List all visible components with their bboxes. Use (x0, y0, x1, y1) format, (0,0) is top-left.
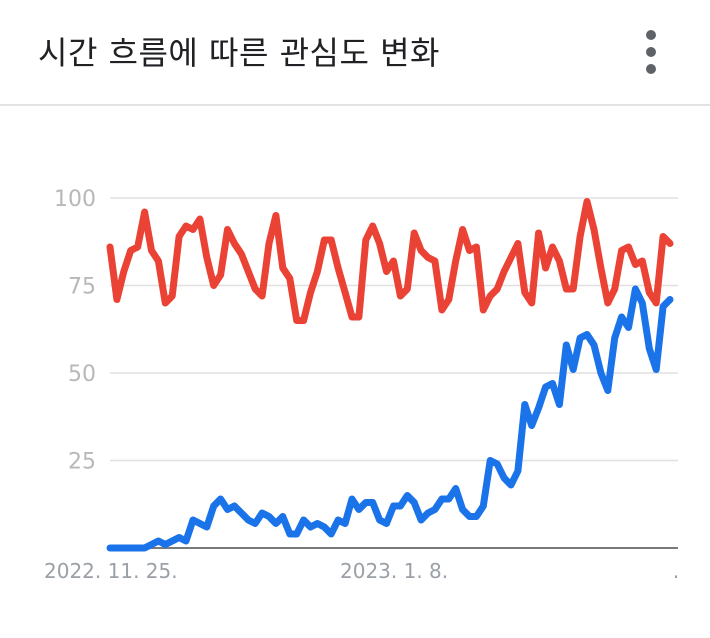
x-axis-labels: 2022. 11. 25. 2023. 1. 8.. (44, 559, 679, 583)
grid-lines (110, 197, 678, 549)
chart-title: 시간 흐름에 따른 관심도 변화 (38, 34, 440, 72)
series-lines (106, 198, 674, 552)
y-tick-label: 25 (68, 450, 96, 475)
interest-over-time-chart: 100 75 50 25 2022. 11. 25. 2023. 1. 8.. (44, 187, 679, 583)
menu-dot (646, 64, 656, 74)
menu-dot (646, 47, 656, 57)
series-line-blue (106, 285, 674, 552)
chart-header: 시간 흐름에 따른 관심도 변화 (0, 0, 710, 106)
menu-dot (646, 30, 656, 40)
more-vert-icon[interactable] (636, 30, 666, 74)
x-tick-label: . (673, 559, 679, 583)
y-tick-label: 50 (68, 362, 96, 387)
series-line-red (106, 198, 674, 324)
y-tick-label: 100 (54, 187, 96, 212)
x-tick-label: 2022. 11. 25. (44, 559, 178, 583)
y-axis-labels: 100 75 50 25 (54, 187, 96, 475)
y-tick-label: 75 (68, 275, 96, 300)
x-tick-label: 2023. 1. 8. (340, 559, 448, 583)
